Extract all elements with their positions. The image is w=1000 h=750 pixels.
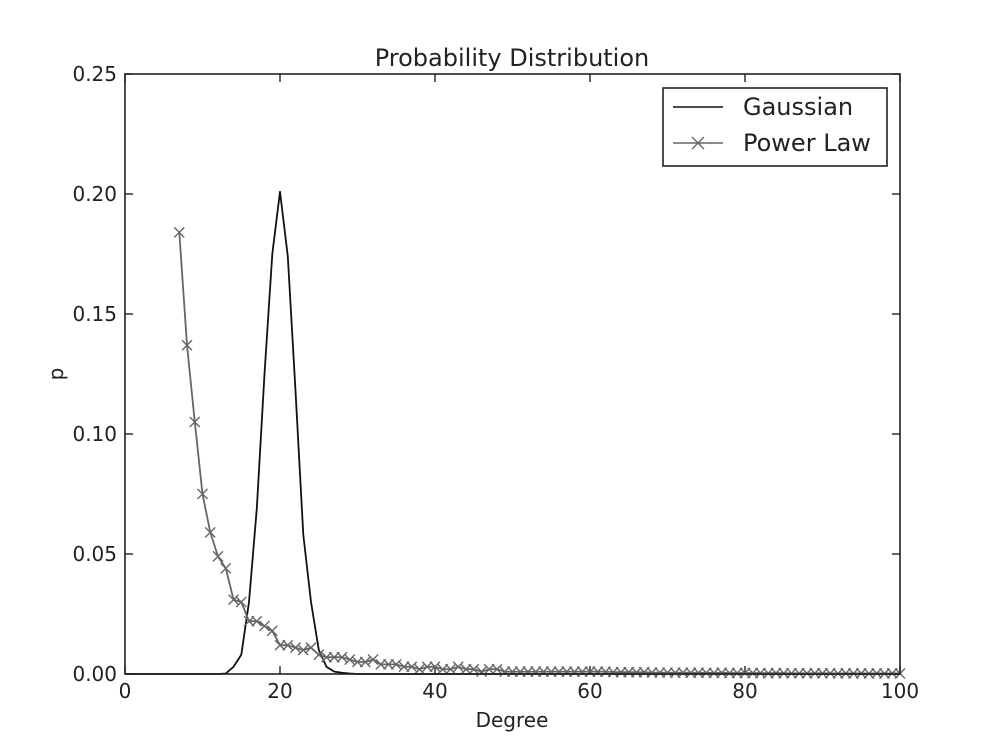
- legend-power-law-marker: [691, 136, 705, 150]
- legend-power-law-label: Power Law: [743, 129, 871, 157]
- y-tick-label: 0.10: [72, 422, 117, 446]
- legend: Gaussian Power Law: [662, 87, 888, 167]
- power-law-marker: [336, 651, 348, 663]
- x-tick-label: 40: [422, 679, 447, 703]
- power-law-marker: [220, 562, 232, 574]
- power-law-marker: [235, 596, 247, 608]
- power-law-marker: [538, 666, 549, 678]
- x-tick-label: 60: [577, 679, 602, 703]
- power-law-marker: [266, 625, 278, 637]
- power-law-marker: [553, 666, 565, 678]
- power-law-marker: [545, 666, 557, 678]
- power-law-marker: [483, 663, 495, 675]
- power-law-marker: [243, 615, 255, 627]
- power-law-marker: [228, 594, 239, 606]
- power-law-marker: [189, 416, 201, 428]
- series-layer: [125, 190, 906, 680]
- power-law-marker: [204, 526, 216, 538]
- x-axis-title: Degree: [476, 708, 549, 732]
- y-tick-label: 0.25: [72, 62, 117, 86]
- y-tick-label: 0.00: [72, 662, 117, 686]
- power-law-marker: [297, 644, 309, 656]
- power-law-marker: [398, 661, 410, 673]
- power-law-marker: [576, 666, 588, 678]
- power-law-marker: [468, 663, 480, 675]
- power-law-marker: [321, 651, 332, 663]
- plot-frame: [124, 73, 901, 675]
- power-law-marker: [367, 654, 379, 666]
- power-law-marker: [375, 658, 387, 670]
- power-law-marker: [359, 656, 371, 668]
- y-axis-title: p: [44, 368, 68, 381]
- power-law-marker: [646, 667, 658, 679]
- power-law-marker: [274, 639, 286, 651]
- power-law-marker: [685, 667, 697, 679]
- power-law-marker: [421, 661, 433, 673]
- power-law-marker: [181, 339, 193, 351]
- x-tick-label: 100: [881, 679, 919, 703]
- power-law-marker: [414, 663, 425, 675]
- power-law-marker: [499, 666, 511, 678]
- power-law-marker: [592, 666, 604, 678]
- power-law-line: [178, 232, 901, 675]
- power-law-marker: [259, 620, 270, 632]
- power-law-marker: [522, 666, 534, 678]
- power-law-marker: [406, 661, 418, 673]
- x-tick-label: 0: [119, 679, 132, 703]
- power-law-marker: [173, 226, 185, 238]
- axis-ticks: 0 20 40 60 80 100 0.00 0.05 0.10 0.15 0.20 0.25: [72, 62, 919, 703]
- y-tick-label: 0.15: [72, 302, 117, 326]
- power-law-marker: [584, 666, 596, 678]
- x-tick-label: 20: [267, 679, 292, 703]
- power-law-marker: [313, 649, 325, 661]
- power-law-marker: [390, 658, 402, 670]
- power-law-marker: [197, 488, 208, 500]
- power-law-marker: [452, 661, 464, 673]
- power-law-marker: [561, 666, 573, 678]
- power-law-marker: [383, 658, 394, 670]
- power-law-marker: [282, 639, 294, 651]
- chart-title: Probability Distribution: [375, 44, 650, 72]
- power-law-marker: [654, 667, 666, 679]
- power-law-marker: [724, 667, 735, 679]
- power-law-marker: [328, 651, 340, 663]
- power-law-marker: [437, 663, 449, 675]
- power-law-marker: [476, 666, 487, 678]
- power-law-marker: [747, 667, 759, 679]
- power-law-marker: [251, 615, 263, 627]
- power-law-marker: [693, 667, 704, 679]
- power-law-marker: [352, 656, 363, 668]
- power-law-marker: [491, 663, 503, 675]
- power-law-marker: [429, 661, 441, 673]
- y-tick-label: 0.05: [72, 542, 117, 566]
- power-law-marker: [615, 666, 627, 678]
- x-tick-label: 80: [732, 679, 757, 703]
- power-law-marker: [212, 550, 224, 562]
- legend-box: [662, 87, 888, 167]
- y-tick-label: 0.20: [72, 182, 117, 206]
- power-law-marker: [530, 666, 542, 678]
- power-law-marker: [514, 666, 526, 678]
- power-law-marker: [290, 642, 301, 654]
- power-law-marker: [739, 667, 751, 679]
- legend-gaussian-label: Gaussian: [743, 93, 853, 121]
- power-law-marker: [344, 654, 356, 666]
- power-law-marker: [460, 663, 472, 675]
- power-law-marker: [445, 663, 456, 675]
- power-law-marker: [569, 666, 580, 678]
- power-law-marker: [507, 666, 518, 678]
- power-law-marker: [731, 667, 743, 679]
- power-law-marker: [607, 666, 619, 678]
